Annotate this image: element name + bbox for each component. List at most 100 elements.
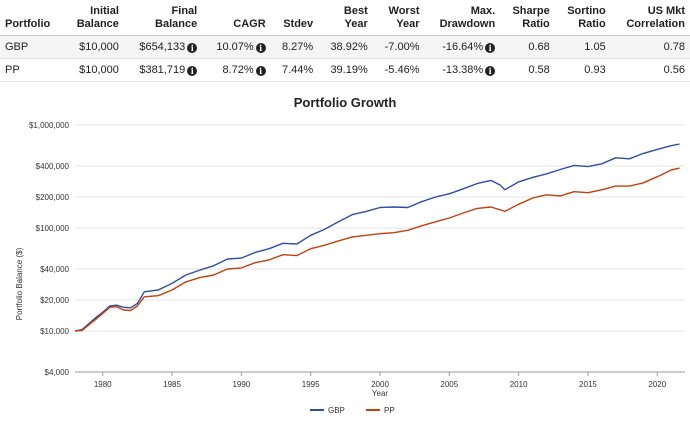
column-header-text: Worst (388, 5, 420, 17)
x-axis-label: Year (372, 389, 389, 398)
y-axis-label: Portfolio Balance ($) (15, 247, 24, 320)
table-header: Portfolio Initial Balance Final Balance CAGR S… (0, 0, 690, 36)
cell-worst-year: -5.46% (372, 58, 425, 82)
x-tick-label: 1990 (232, 380, 250, 389)
cell-cagr: 10.07% i (202, 35, 271, 59)
x-tick-label: 1995 (302, 380, 320, 389)
x-tick-labels: 1980 1985 1990 1995 2000 2005 2010 2015 2020 (94, 372, 667, 389)
column-header-text: Final (171, 5, 198, 17)
column-header-stdev: Stdev (270, 0, 319, 36)
info-circle-icon[interactable]: i (485, 43, 496, 53)
column-header-sortino-ratio: Sortino Ratio (554, 0, 611, 36)
y-tick-label: $20,000 (40, 296, 69, 305)
cell-value: $10,000 (79, 64, 119, 76)
cell-value: 39.19% (330, 64, 368, 76)
cell-best-year: 38.92% (318, 35, 373, 59)
column-header-text: Stdev (283, 18, 314, 30)
cell-sortino-ratio: 0.93 (554, 58, 611, 82)
column-header-text: Sortino (567, 5, 606, 17)
column-header-cagr: CAGR (202, 0, 271, 36)
column-header-text: Year (396, 18, 420, 30)
cell-value: 0.58 (528, 64, 550, 76)
x-tick-label: 1985 (163, 380, 181, 389)
cell-value: $10,000 (79, 41, 119, 53)
x-tick-label: 2020 (648, 380, 666, 389)
table-body: GBP $10,000 $654,133 i 10.07% i 8.27% 38.92% -7.… (0, 35, 690, 82)
cell-final-balance: $654,133 i (123, 35, 203, 59)
info-circle-icon[interactable]: i (255, 43, 266, 53)
cell-sharpe-ratio: 0.68 (500, 35, 555, 59)
column-header-sharpe-ratio: Sharpe Ratio (500, 0, 555, 36)
y-gridlines (75, 124, 685, 373)
column-header-text: Drawdown (439, 18, 496, 30)
x-tick-label: 2005 (440, 380, 458, 389)
column-header-text: Max. (470, 5, 496, 17)
cell-value: $654,133 (139, 41, 186, 53)
cell-value: 0.56 (663, 64, 685, 76)
cell-max-drawdown: -13.38% i (424, 58, 501, 82)
column-header-text: Best (343, 5, 368, 17)
column-header-text: US Mkt (647, 5, 685, 17)
series-lines (74, 143, 680, 332)
column-header-text: Initial (90, 5, 119, 17)
portfolio-summary-table: Portfolio Initial Balance Final Balance CAGR S… (0, 0, 690, 82)
cell-value: -5.46% (384, 64, 420, 76)
info-circle-icon[interactable]: i (187, 43, 198, 53)
cell-value: 0.68 (528, 41, 550, 53)
column-header-worst-year: Worst Year (372, 0, 425, 36)
table-row: GBP $10,000 $654,133 i 10.07% i 8.27% 38.92% -7.… (0, 35, 690, 59)
column-header-portfolio: Portfolio (0, 0, 64, 36)
column-header-us-mkt-correlation: US Mkt Correlation (610, 0, 690, 36)
cell-value: 1.05 (584, 41, 606, 53)
cell-stdev: 8.27% (270, 35, 319, 59)
y-tick-label: $100,000 (36, 224, 70, 233)
column-header-max-drawdown: Max. Drawdown (424, 0, 501, 36)
cell-value: GBP (5, 41, 29, 53)
column-header-text: Ratio (578, 18, 606, 30)
info-circle-icon[interactable]: i (485, 66, 496, 76)
x-tick-label: 2010 (510, 380, 528, 389)
cell-us-mkt-correlation: 0.56 (610, 58, 690, 82)
cell-cagr: 8.72% i (202, 58, 271, 82)
cell-value: 0.78 (663, 41, 685, 53)
y-tick-label: $200,000 (36, 193, 70, 202)
portfolio-growth-chart: Portfolio Growth $4,000 $10,000 $20,000 $40… (15, 95, 685, 415)
cell-value: 0.93 (584, 64, 606, 76)
info-circle-icon[interactable]: i (255, 66, 266, 76)
cell-value: 8.72% (222, 64, 254, 76)
cell-value: $381,719 (139, 64, 186, 76)
chart-title: Portfolio Growth (294, 95, 397, 110)
cell-stdev: 7.44% (270, 58, 319, 82)
column-header-text: CAGR (233, 18, 266, 30)
column-header-text: Year (344, 18, 368, 30)
cell-initial-balance: $10,000 (63, 35, 124, 59)
series-line-pp (74, 167, 680, 332)
cell-value: -7.00% (384, 41, 420, 53)
y-tick-label: $4,000 (45, 368, 70, 377)
header-row: Portfolio Initial Balance Final Balance CAGR S… (0, 0, 690, 36)
info-circle-icon[interactable]: i (187, 66, 198, 76)
legend-item-pp[interactable]: PP (366, 406, 395, 415)
legend-item-gbp[interactable]: GBP (310, 406, 345, 415)
cell-worst-year: -7.00% (372, 35, 425, 59)
cell-value: 7.44% (281, 64, 314, 76)
cell-us-mkt-correlation: 0.78 (610, 35, 690, 59)
column-header-text: Balance (76, 18, 119, 30)
cell-portfolio: PP (0, 58, 64, 82)
column-header-final-balance: Final Balance (123, 0, 203, 36)
table-row: PP $10,000 $381,719 i 8.72% i 7.44% 39.19% -5.46… (0, 58, 690, 82)
series-line-gbp (74, 143, 680, 332)
y-tick-label: $10,000 (40, 327, 69, 336)
x-tick-label: 2015 (579, 380, 597, 389)
cell-value: -13.38% (442, 64, 484, 76)
y-tick-labels: $4,000 $10,000 $20,000 $40,000 $100,000 $200,… (29, 121, 70, 377)
legend-label: GBP (328, 406, 345, 415)
cell-initial-balance: $10,000 (63, 58, 124, 82)
y-tick-label: $1,000,000 (29, 121, 70, 130)
chart-legend: GBP PP (310, 406, 395, 415)
cell-best-year: 39.19% (318, 58, 373, 82)
y-tick-label: $40,000 (40, 265, 69, 274)
column-header-text: Ratio (522, 18, 550, 30)
column-header-initial-balance: Initial Balance (63, 0, 124, 36)
cell-max-drawdown: -16.64% i (424, 35, 501, 59)
